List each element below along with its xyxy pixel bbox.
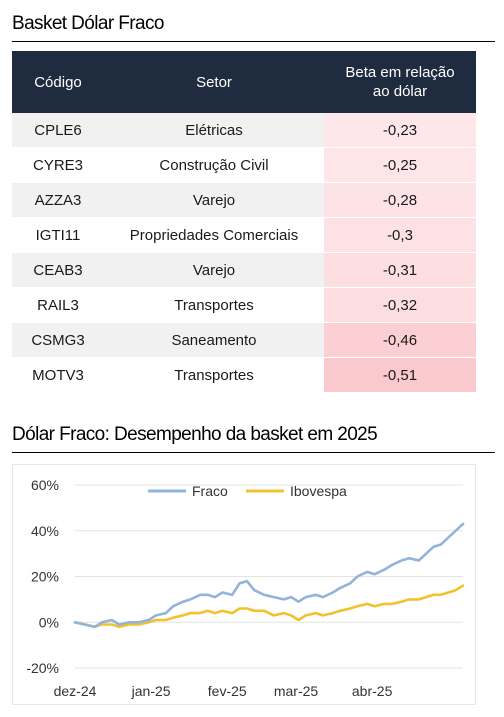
performance-chart: -20% 0% 20% 40% 60% dez-24 jan-25 fev-25 mar-25 a… xyxy=(12,464,476,705)
table-row: CEAB3 Varejo -0,31 xyxy=(12,252,476,288)
basket-title: Basket Dólar Fraco xyxy=(12,13,164,34)
cell-beta: -0,32 xyxy=(324,287,476,323)
table-header-row: Código Setor Beta em relação ao dólar xyxy=(12,51,476,113)
series-line-ibovespa xyxy=(73,584,465,629)
table-row: CSMG3 Saneamento -0,46 xyxy=(12,322,476,358)
cell-code: CSMG3 xyxy=(12,322,104,358)
basket-table: Código Setor Beta em relação ao dólar CPL… xyxy=(12,51,476,393)
cell-beta: -0,25 xyxy=(324,147,476,183)
y-tick-label: 20% xyxy=(31,569,59,585)
x-tick-label: abr-25 xyxy=(352,683,393,699)
cell-sector: Varejo xyxy=(104,182,324,218)
y-tick-label: 60% xyxy=(31,477,59,493)
header-code: Código xyxy=(12,51,104,113)
cell-sector: Saneamento xyxy=(104,322,324,358)
cell-sector: Propriedades Comerciais xyxy=(104,217,324,253)
y-tick-label: 40% xyxy=(31,523,59,539)
table-row: CYRE3 Construção Civil -0,25 xyxy=(12,147,476,183)
series-line-fraco xyxy=(73,522,465,629)
legend-label-ibovespa: Ibovespa xyxy=(290,483,347,499)
cell-beta: -0,31 xyxy=(324,252,476,288)
header-beta: Beta em relação ao dólar xyxy=(324,51,476,113)
table-row: IGTI11 Propriedades Comerciais -0,3 xyxy=(12,217,476,253)
title-divider xyxy=(12,41,495,42)
x-tick-label: dez-24 xyxy=(54,683,97,699)
cell-code: IGTI11 xyxy=(12,217,104,253)
legend-label-fraco: Fraco xyxy=(192,483,228,499)
cell-sector: Transportes xyxy=(104,357,324,393)
table-row: MOTV3 Transportes -0,51 xyxy=(12,357,476,393)
table-row: AZZA3 Varejo -0,28 xyxy=(12,182,476,218)
x-tick-label: jan-25 xyxy=(131,683,171,699)
header-beta-line2: ao dólar xyxy=(372,83,428,100)
y-tick-label: -20% xyxy=(26,660,59,676)
line-chart-svg: -20% 0% 20% 40% 60% dez-24 jan-25 fev-25 mar-25 a… xyxy=(26,477,465,699)
cell-code: CYRE3 xyxy=(12,147,104,183)
x-tick-label: fev-25 xyxy=(208,683,247,699)
cell-code: CPLE6 xyxy=(12,113,104,148)
cell-code: RAIL3 xyxy=(12,287,104,323)
cell-code: MOTV3 xyxy=(12,357,104,393)
cell-code: CEAB3 xyxy=(12,252,104,288)
cell-beta: -0,51 xyxy=(324,357,476,393)
cell-sector: Elétricas xyxy=(104,113,324,148)
header-beta-line1: Beta em relação xyxy=(345,64,455,81)
chart-title-divider xyxy=(12,452,495,453)
cell-sector: Varejo xyxy=(104,252,324,288)
x-tick-label: mar-25 xyxy=(274,683,319,699)
cell-sector: Construção Civil xyxy=(104,147,324,183)
cell-beta: -0,28 xyxy=(324,182,476,218)
header-sector: Setor xyxy=(104,51,324,113)
table-row: RAIL3 Transportes -0,32 xyxy=(12,287,476,323)
cell-beta: -0,46 xyxy=(324,322,476,358)
cell-beta: -0,3 xyxy=(324,217,476,253)
cell-code: AZZA3 xyxy=(12,182,104,218)
cell-sector: Transportes xyxy=(104,287,324,323)
table-row: CPLE6 Elétricas -0,23 xyxy=(12,113,476,148)
y-tick-label: 0% xyxy=(39,614,59,630)
chart-section-title: Dólar Fraco: Desempenho da basket em 202… xyxy=(12,424,378,445)
cell-beta: -0,23 xyxy=(324,113,476,148)
